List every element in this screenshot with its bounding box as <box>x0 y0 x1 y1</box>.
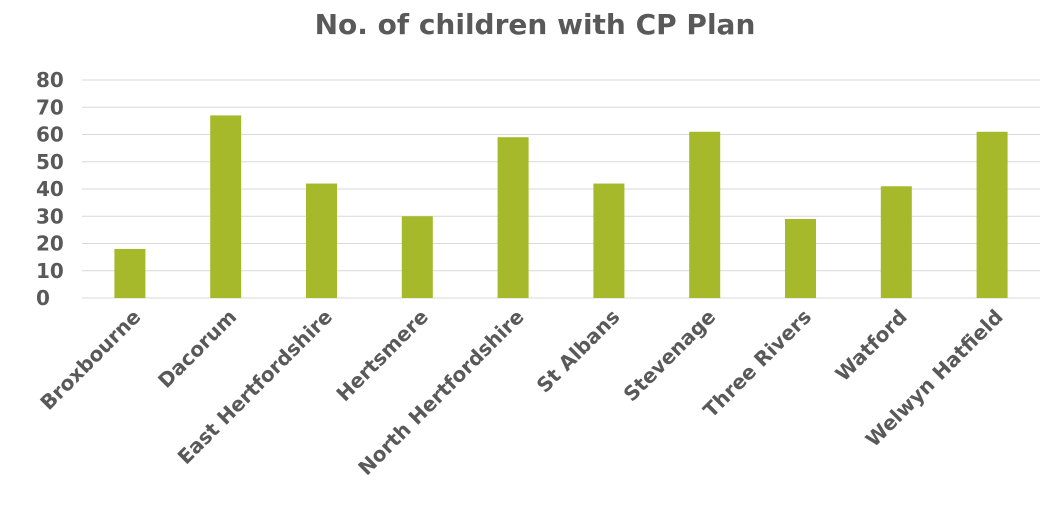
x-category-label: North Hertfordshire <box>353 305 528 480</box>
chart-title: No. of children with CP Plan <box>315 8 756 41</box>
y-tick-label: 70 <box>36 95 64 119</box>
y-tick-label: 10 <box>36 259 64 283</box>
y-axis-tick-labels: 0 10 20 30 40 50 60 70 80 <box>36 68 64 310</box>
bars <box>114 115 1008 298</box>
bar <box>785 218 816 298</box>
bar <box>306 183 337 298</box>
y-tick-label: 20 <box>36 232 64 256</box>
y-tick-label: 60 <box>36 123 64 147</box>
x-category-label: St Albans <box>532 305 625 398</box>
x-category-label: Broxbourne <box>35 305 145 415</box>
x-category-label: Dacorum <box>153 305 241 393</box>
bar <box>593 183 625 298</box>
y-tick-label: 30 <box>36 204 64 228</box>
x-category-label: Stevenage <box>619 305 721 407</box>
bar <box>880 186 912 298</box>
x-category-label: Hertsmere <box>331 305 432 406</box>
y-tick-label: 40 <box>36 177 64 201</box>
bar <box>689 131 721 298</box>
bar <box>114 248 146 298</box>
gridlines <box>82 79 1040 299</box>
bar <box>497 137 529 298</box>
y-tick-label: 50 <box>36 150 64 174</box>
bar <box>976 131 1008 298</box>
x-category-label: East Hertfordshire <box>173 305 337 469</box>
bar <box>210 115 242 298</box>
y-tick-label: 0 <box>36 286 50 310</box>
x-category-label: Watford <box>830 305 911 386</box>
bar <box>401 216 433 298</box>
y-tick-label: 80 <box>36 68 64 92</box>
